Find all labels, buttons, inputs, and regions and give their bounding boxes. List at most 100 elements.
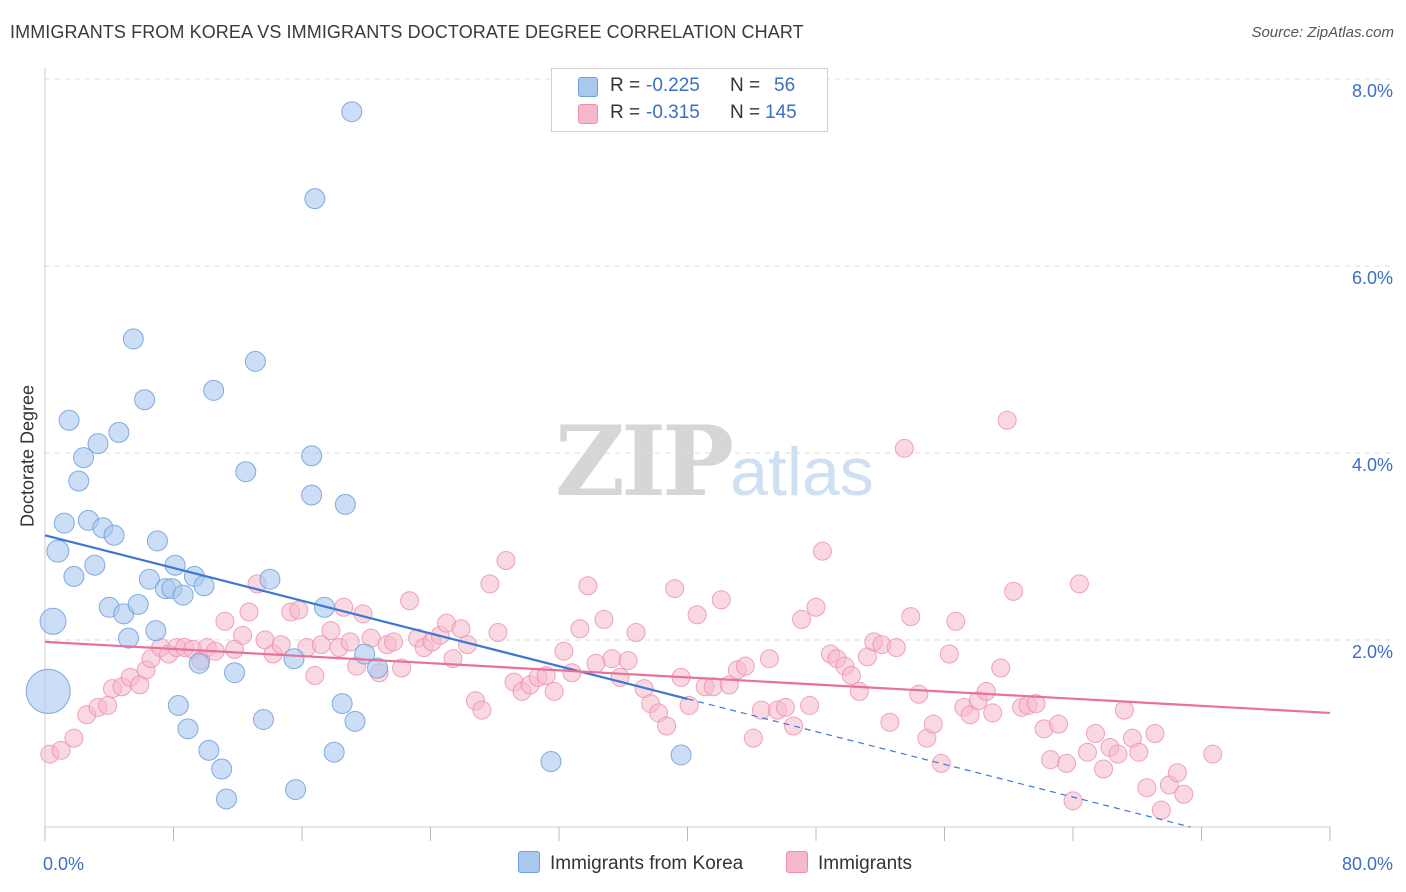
korea-trend-extension (687, 698, 1191, 828)
korea-point (73, 447, 95, 469)
immigrants-point (1077, 742, 1097, 762)
x-tick-label-min: 0.0% (43, 854, 84, 874)
korea-point (108, 421, 130, 443)
korea-point (341, 101, 363, 123)
immigrants-point (1057, 753, 1077, 773)
korea-point (304, 188, 326, 210)
immigrants-point (562, 663, 582, 683)
korea-point (188, 652, 210, 674)
korea-point (259, 568, 281, 590)
immigrants-point (1114, 700, 1134, 720)
korea-point (177, 718, 199, 740)
immigrants-point (239, 602, 259, 622)
korea-point (540, 751, 562, 773)
immigrants-point (98, 695, 118, 715)
korea-point (334, 493, 356, 515)
immigrants-point (703, 677, 723, 697)
legend-immigrants-label: Immigrants (818, 853, 912, 874)
y-axis-label: Doctorate Degree (17, 384, 38, 528)
korea-point (301, 445, 323, 467)
immigrants-point (1151, 800, 1171, 820)
immigrants-trend-line (44, 640, 1331, 715)
legend-korea-swatch (518, 851, 540, 873)
korea-point (366, 657, 388, 679)
immigrants-point (1069, 574, 1089, 594)
immigrants-point (570, 619, 590, 639)
korea-point (167, 694, 189, 716)
korea-point (323, 741, 345, 763)
korea-point (198, 739, 220, 761)
korea-swatch (578, 77, 598, 97)
immigrants-point (687, 605, 707, 625)
immigrants-point (976, 681, 996, 701)
korea-n-value: 56 (774, 75, 796, 96)
immigrants-n-label: N = (730, 102, 761, 123)
y-tick-label: 6.0% (1352, 268, 1393, 288)
immigrants-point (880, 712, 900, 732)
immigrants-point (991, 658, 1011, 678)
y-tick-label: 8.0% (1352, 81, 1393, 101)
y-tick-label: 4.0% (1352, 455, 1393, 475)
immigrants-point (536, 666, 556, 686)
immigrants-point (983, 703, 1003, 723)
korea-point (46, 539, 70, 563)
immigrants-point (594, 609, 614, 629)
immigrants-point (321, 621, 341, 641)
korea-point (193, 575, 215, 597)
immigrants-point (657, 716, 677, 736)
correlation-legend: R = -0.225 N = 56 R = -0.315 N = 145 (551, 68, 828, 132)
korea-point (224, 662, 246, 684)
immigrants-point (586, 653, 606, 673)
korea-points (25, 101, 692, 810)
immigrants-point (849, 681, 869, 701)
korea-point (235, 461, 257, 483)
immigrants-point (841, 666, 861, 686)
korea-point (244, 350, 266, 372)
immigrants-point (340, 632, 360, 652)
immigrants-point (901, 607, 921, 627)
korea-point (344, 710, 366, 732)
immigrants-point (735, 656, 755, 676)
korea-point (84, 554, 106, 576)
korea-point (87, 433, 109, 455)
immigrants-point (806, 597, 826, 617)
immigrants-point (1167, 763, 1187, 783)
immigrants-point (1026, 694, 1046, 714)
immigrants-point (946, 611, 966, 631)
immigrants-point (743, 728, 763, 748)
immigrants-r-label: R = (610, 102, 641, 123)
immigrants-point (289, 600, 309, 620)
immigrants-point (812, 541, 832, 561)
immigrants-point (51, 740, 71, 760)
immigrants-point (472, 700, 492, 720)
korea-point (68, 470, 90, 492)
immigrants-point (711, 590, 731, 610)
immigrants-point (1129, 742, 1149, 762)
immigrants-point (1108, 744, 1128, 764)
legend-item-immigrants: Immigrants (786, 851, 912, 875)
immigrants-point (271, 635, 291, 655)
immigrants-point (931, 753, 951, 773)
immigrants-n-value: 145 (765, 102, 797, 123)
korea-point (211, 758, 233, 780)
korea-point (285, 779, 307, 801)
immigrants-point (759, 649, 779, 669)
immigrants-point (451, 619, 471, 639)
immigrants-point (886, 637, 906, 657)
immigrants-point (64, 728, 84, 748)
immigrants-point (1145, 724, 1165, 743)
x-tick-label-max: 80.0% (1342, 854, 1393, 874)
immigrants-point (997, 410, 1017, 430)
immigrants-point (792, 609, 812, 629)
immigrants-point (1041, 750, 1061, 770)
immigrants-point (1049, 714, 1069, 734)
korea-point (134, 389, 156, 411)
tick-labels: 2.0% 4.0% 6.0% 8.0% 0.0% 80.0% (43, 81, 1393, 874)
source-credit: Source: ZipAtlas.com (1251, 24, 1394, 41)
immigrants-point (894, 438, 914, 458)
korea-point (670, 744, 692, 766)
immigrants-points (40, 410, 1223, 820)
y-tick-label: 2.0% (1352, 642, 1393, 662)
immigrants-point (496, 551, 516, 571)
korea-point (164, 554, 186, 576)
